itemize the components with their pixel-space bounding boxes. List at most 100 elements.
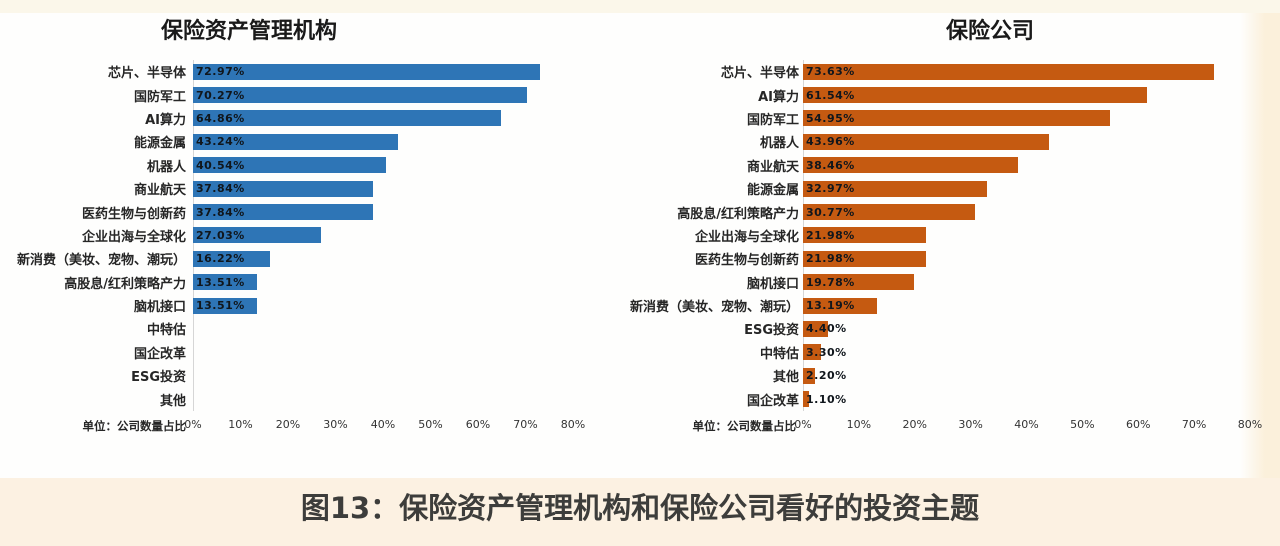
category-label: 脑机接口 [746,276,799,292]
bar-row: 医药生物与创新药 21.98% [615,247,1263,270]
x-axis-tick-label: 60% [1126,417,1151,431]
bar-track [193,368,573,384]
category-label: 中特估 [759,346,799,362]
category-label: 芯片、半导体 [720,66,799,82]
bar-value-label: 37.84% [196,182,245,196]
bar-row: 企业出海与全球化 27.03% [0,224,600,247]
category-label: 其他 [159,393,186,409]
bar-value-label: 21.98% [806,252,855,266]
bar: 43.24% [193,133,399,150]
caption-band: 图13：保险资产管理机构和保险公司看好的投资主题 [0,478,1280,546]
bar-track: 4.40% [803,320,1250,337]
category-label: 国防军工 [133,89,186,105]
category-label: 商业航天 [746,159,799,175]
bar-track: 40.54% [193,157,573,174]
x-axis-tick-label: 50% [1070,417,1095,431]
bar-value-label: 73.63% [806,65,855,79]
bar-value-label: 2.20% [806,369,847,383]
bar-row: 国企改革 [0,341,600,364]
bar-track: 13.51% [193,274,573,291]
top-border-strip [0,0,1280,13]
category-label: 企业出海与全球化 [81,229,186,245]
category-label: 国企改革 [746,393,799,409]
bar-row: 其他 [0,387,600,410]
bar-value-label: 1.10% [806,392,847,406]
bar: 54.95% [803,110,1111,127]
x-axis-ticks: 0% 10% 20% 30% 40% 50% 60% 70% 80% [184,417,585,434]
bar: 13.19% [803,297,877,314]
bar-track: 2.20% [803,367,1250,384]
bar: 61.54% [803,87,1147,104]
bar-row: 能源金属 43.24% [0,130,600,153]
x-axis-tick-label: 40% [370,417,396,431]
bar-track: 30.77% [803,204,1250,221]
bar: 30.77% [803,204,975,221]
bar-row: 新消费（美妆、宠物、潮玩） 13.19% [615,294,1263,317]
bar-row: AI算力 64.86% [0,107,600,130]
bar-row: 国防军工 54.95% [615,107,1263,130]
bar-track: 72.97% [193,63,573,80]
bar-track: 37.84% [193,204,573,221]
chart-title: 保险公司 [945,19,1034,44]
x-axis-tick-label: 20% [902,417,927,431]
bar-row: 脑机接口 13.51% [0,294,600,317]
unit-label: 单位：公司数量占比 [692,418,797,433]
bar-track: 70.27% [193,87,573,104]
category-label: 其他 [772,370,799,386]
bar-track: 27.03% [193,227,573,244]
bar-value-label: 40.54% [196,158,245,172]
category-label: 脑机接口 [133,300,186,316]
bar-row: 中特估 3.30% [615,341,1263,364]
category-label: 商业航天 [133,183,186,199]
bar-track: 21.98% [803,250,1250,267]
bar: 4.40% [803,320,846,337]
bar-chart-insurance-companies: 保险公司 芯片、半导体 73.63% AI算力 61.54% 国防军工 54.95% 机器人… [615,13,1263,436]
bar-value-label: 16.22% [196,252,245,266]
x-axis: 单位：公司数量占比 0% 10% 20% 30% 40% 50% 60% 70% 80% [615,416,1263,436]
category-label: 能源金属 [133,136,186,152]
bar: 43.96% [803,133,1049,150]
x-axis-tick-label: 60% [465,417,491,431]
category-label: 能源金属 [746,183,799,199]
unit-label: 单位：公司数量占比 [82,418,187,433]
bar-row: 其他 2.20% [615,364,1263,387]
bar-row: 中特估 [0,317,600,340]
bar: 73.63% [803,63,1215,80]
bar-chart-insurance-asset-managers: 保险资产管理机构 芯片、半导体 72.97% 国防军工 70.27% AI算力 64.86… [0,13,600,436]
bar-track [193,344,573,360]
bar-value-label: 54.95% [806,111,855,125]
category-label: 高股息/红利策略产力 [64,276,186,292]
category-label: AI算力 [758,89,799,105]
x-axis-tick-label: 70% [1181,417,1207,431]
x-axis-tick-label: 0% [184,417,202,431]
category-label: 中特估 [146,323,186,339]
bar-value-label: 4.40% [806,322,847,336]
category-label: AI算力 [145,112,186,128]
category-label: 机器人 [146,159,186,175]
bar-row: 芯片、半导体 73.63% [615,60,1263,83]
bar-value-label: 64.86% [196,111,245,125]
x-axis-tick-label: 50% [418,417,443,431]
bar-row: 高股息/红利策略产力 13.51% [0,271,600,294]
bar: 40.54% [193,157,386,174]
bar-track: 43.96% [803,133,1250,150]
bar-row: ESG投资 [0,364,600,387]
bar-track [193,391,573,407]
x-axis-tick-label: 30% [958,417,983,431]
bar: 16.22% [193,250,271,267]
bar-row: 商业航天 38.46% [615,154,1263,177]
category-label: 医药生物与创新药 [81,206,186,222]
x-axis-tick-label: 70% [513,417,538,431]
bar-row: 高股息/红利策略产力 30.77% [615,200,1263,223]
category-label: 新消费（美妆、宠物、潮玩） [16,253,186,269]
bar-track: 37.84% [193,180,573,197]
bar-value-label: 13.51% [196,299,245,313]
bar-value-label: 43.96% [806,135,855,149]
bar-track: 38.46% [803,157,1250,174]
bar: 2.20% [803,367,846,384]
bar-value-label: 38.46% [806,158,855,172]
x-axis-tick-label: 80% [560,417,586,431]
bar-row: 机器人 43.96% [615,130,1263,153]
bar: 64.86% [193,110,502,127]
